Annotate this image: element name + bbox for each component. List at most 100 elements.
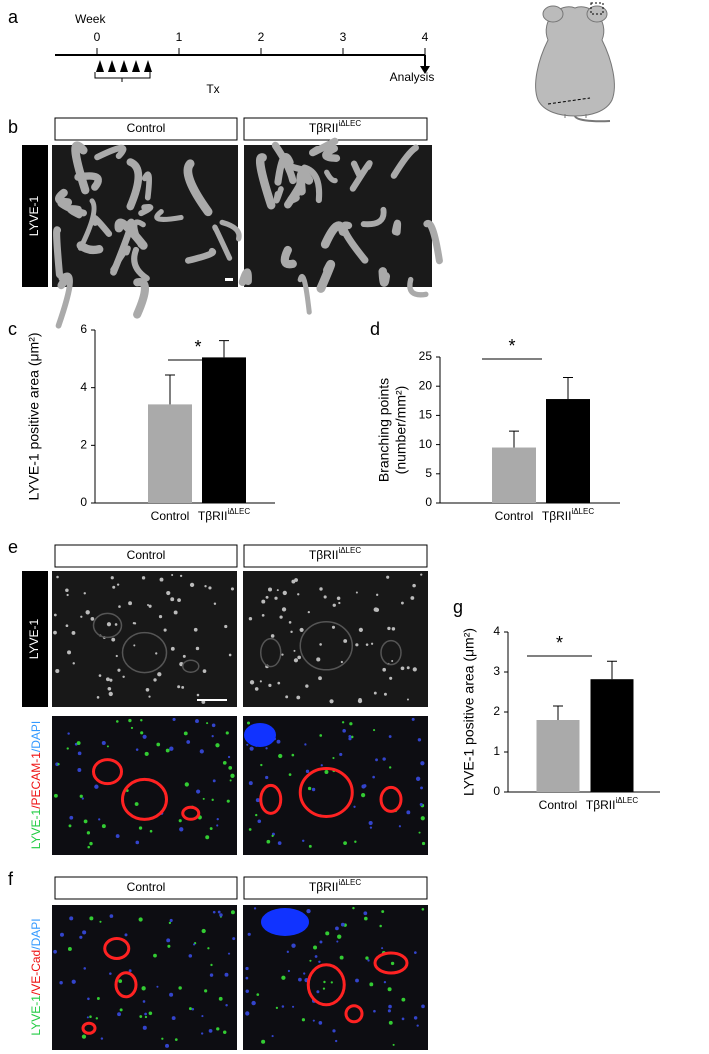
treatment-arrowhead	[144, 60, 152, 72]
image-texture	[261, 599, 266, 604]
y-tick-label: 0	[80, 495, 87, 509]
image-texture	[318, 676, 322, 681]
panel-label: c	[8, 319, 17, 339]
image-texture	[114, 218, 148, 250]
image-texture	[66, 747, 69, 750]
image-texture	[181, 805, 201, 821]
image-texture	[81, 1021, 97, 1035]
image-texture	[418, 831, 421, 834]
image-texture	[211, 735, 214, 738]
image-texture	[316, 259, 336, 293]
header-box	[54, 117, 238, 141]
header-label: TβRIIiΔLEC	[309, 546, 361, 562]
image-texture	[245, 976, 249, 980]
image-texture	[291, 1005, 295, 1008]
image-texture	[156, 742, 161, 747]
image-texture	[259, 680, 262, 683]
image-texture	[307, 786, 312, 791]
image-texture	[132, 621, 136, 625]
image-texture	[142, 1000, 146, 1003]
header-box	[243, 876, 428, 900]
image-texture	[413, 1016, 418, 1020]
image-texture	[179, 574, 183, 578]
image-texture	[182, 659, 200, 673]
image-texture	[115, 834, 120, 838]
image-texture	[416, 1024, 419, 1027]
image-texture	[155, 652, 158, 655]
image-texture	[391, 219, 402, 236]
image-texture	[192, 943, 196, 946]
stain-label-part: LYVE-1	[29, 808, 43, 849]
image-texture	[219, 913, 223, 917]
image-texture	[387, 987, 392, 992]
image-texture	[184, 782, 189, 787]
image-texture	[349, 722, 353, 726]
image-texture	[53, 793, 58, 798]
image-texture	[373, 607, 378, 612]
image-texture	[57, 272, 71, 290]
image-texture	[279, 615, 283, 619]
image-texture	[189, 582, 195, 588]
image-texture	[140, 719, 143, 722]
image-texture	[364, 916, 368, 921]
image-texture	[261, 613, 265, 617]
x-tick-label-sup: iΔLEC	[227, 507, 250, 516]
image-texture	[390, 961, 395, 966]
panel-label: b	[8, 117, 18, 137]
image-texture	[169, 918, 173, 923]
image-texture	[227, 952, 231, 955]
image-texture	[238, 268, 252, 287]
image-texture	[205, 835, 210, 840]
image-texture	[116, 583, 120, 586]
image-texture	[329, 699, 334, 704]
image-texture	[304, 743, 307, 746]
image-texture	[99, 920, 102, 923]
image-texture	[349, 160, 373, 192]
image-texture	[354, 840, 357, 843]
image-texture	[380, 639, 402, 666]
image-texture	[72, 662, 75, 665]
image-texture	[144, 751, 149, 756]
image-texture	[209, 973, 214, 977]
analysis-arrowhead	[420, 66, 430, 74]
image-texture	[299, 621, 353, 671]
panel-label: g	[453, 597, 463, 617]
image-texture	[268, 587, 273, 592]
image-texture	[322, 144, 341, 162]
image-texture	[341, 721, 345, 724]
image-texture	[204, 989, 208, 993]
header-label-base: TβRII	[309, 880, 339, 894]
image-texture	[268, 683, 272, 687]
image-texture	[94, 144, 127, 161]
image-texture	[271, 1035, 274, 1038]
image-texture	[340, 922, 345, 927]
micrograph	[244, 145, 432, 287]
image-texture	[174, 1038, 178, 1041]
image-texture	[153, 678, 157, 682]
image-texture	[87, 997, 90, 1001]
image-texture	[154, 209, 184, 222]
image-texture	[116, 720, 119, 723]
image-texture	[297, 593, 300, 596]
image-texture	[320, 764, 323, 767]
header-label-base: TβRII	[309, 548, 339, 562]
y-tick-label: 1	[493, 744, 500, 758]
image-texture	[276, 739, 281, 744]
image-texture	[79, 935, 83, 939]
image-texture	[166, 590, 171, 596]
header-label: TβRIIiΔLEC	[309, 119, 361, 135]
significance-label: *	[556, 633, 563, 653]
y-tick-label: 20	[419, 378, 433, 392]
image-texture	[196, 789, 201, 794]
image-texture	[370, 642, 374, 645]
image-texture	[388, 735, 392, 738]
image-texture	[229, 779, 232, 782]
image-texture	[290, 630, 293, 634]
image-texture	[339, 752, 343, 757]
image-texture	[66, 205, 83, 219]
image-texture	[212, 910, 216, 914]
image-texture	[339, 955, 344, 960]
image-texture	[248, 781, 253, 786]
image-texture	[246, 721, 251, 725]
y-tick-label: 4	[80, 380, 87, 394]
